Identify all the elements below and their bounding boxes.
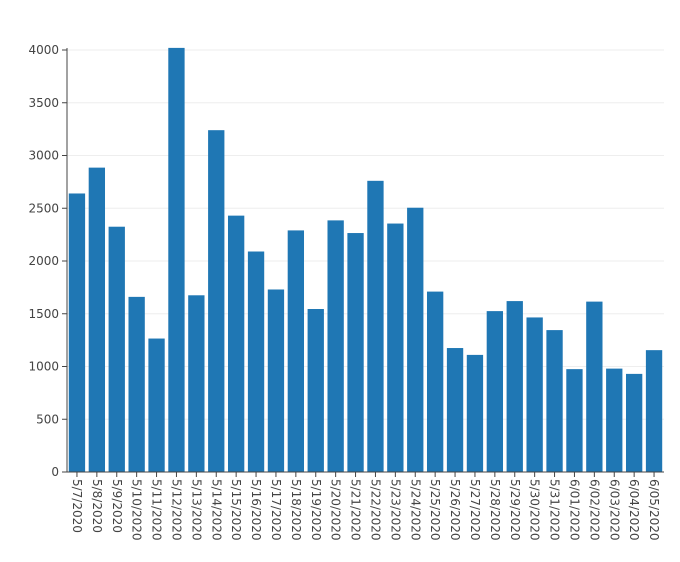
x-tick-label: 5/15/2020 [229, 479, 243, 541]
x-tick-label: 5/23/2020 [388, 479, 402, 541]
x-tick-label: 5/28/2020 [488, 479, 502, 541]
bar-5-31-2020 [546, 330, 563, 472]
x-tick-label: 5/26/2020 [448, 479, 462, 541]
x-tick-label: 6/04/2020 [627, 479, 641, 541]
y-tick-label: 3000 [28, 149, 59, 163]
x-tick-label: 5/11/2020 [150, 479, 164, 541]
x-tick-label: 5/18/2020 [289, 479, 303, 541]
bar-5-14-2020 [208, 130, 225, 472]
bars [68, 47, 663, 473]
y-gridlines [67, 49, 664, 420]
x-tick-label: 5/25/2020 [428, 479, 442, 541]
y-tick-label: 1500 [28, 307, 59, 321]
x-tick-label: 5/21/2020 [349, 479, 363, 541]
x-tick-label: 5/31/2020 [548, 479, 562, 541]
y-tick-label: 1000 [28, 360, 59, 374]
bar-5-9-2020 [108, 226, 125, 472]
x-tick-label: 5/19/2020 [309, 479, 323, 541]
y-tick-label: 2500 [28, 201, 59, 215]
bar-5-19-2020 [307, 309, 324, 472]
bar-5-30-2020 [526, 317, 543, 472]
x-tick-label: 6/02/2020 [587, 479, 601, 541]
bar-5-26-2020 [446, 348, 464, 472]
x-tick-label: 5/30/2020 [528, 479, 542, 541]
x-tick-label: 6/03/2020 [607, 479, 621, 541]
x-tick-label: 5/8/2020 [90, 479, 104, 533]
x-tick-label: 5/9/2020 [110, 479, 124, 533]
x-tick-label: 5/12/2020 [169, 479, 183, 541]
y-tick-label: 0 [51, 465, 59, 479]
y-tick-label: 3500 [28, 96, 59, 110]
x-tick-label: 5/16/2020 [249, 479, 263, 541]
bar-5-10-2020 [128, 296, 145, 472]
bar-5-25-2020 [426, 291, 444, 472]
x-tick-label: 5/20/2020 [329, 479, 343, 541]
bar-5-29-2020 [506, 301, 523, 472]
x-tick-label: 5/10/2020 [130, 479, 144, 541]
bar-5-8-2020 [88, 167, 106, 472]
x-tick-label: 5/13/2020 [189, 479, 203, 541]
bar-5-23-2020 [387, 223, 404, 472]
x-tick-label: 5/14/2020 [209, 479, 223, 541]
x-tick-label: 5/27/2020 [468, 479, 482, 541]
bar-5-13-2020 [188, 295, 205, 472]
bar-5-11-2020 [148, 338, 165, 472]
bar-5-17-2020 [267, 289, 285, 472]
y-tick-label: 2000 [28, 254, 59, 268]
bar-5-20-2020 [327, 220, 344, 472]
x-tick-label: 5/22/2020 [368, 479, 382, 541]
y-axis: 0 500 1000 1500 2000 2500 3000 3500 4000 [28, 43, 68, 479]
x-tick-label: 5/17/2020 [269, 479, 283, 541]
bar-6-01-2020 [566, 369, 583, 472]
bar-5-18-2020 [287, 230, 305, 472]
bar-6-03-2020 [606, 368, 623, 472]
x-axis: 5/7/2020 5/8/2020 5/9/2020 5/10/2020 5/11/20… [67, 471, 664, 541]
bar-6-04-2020 [625, 373, 643, 472]
bar-5-22-2020 [367, 180, 384, 472]
x-tick-label: 5/24/2020 [408, 479, 422, 541]
y-tick-label: 500 [36, 412, 59, 426]
bar-6-05-2020 [645, 350, 663, 472]
x-tick-label: 5/29/2020 [508, 479, 522, 541]
x-tick-label: 6/05/2020 [647, 479, 661, 541]
bar-5-27-2020 [466, 354, 484, 472]
bar-5-21-2020 [347, 233, 364, 472]
bar-6-02-2020 [586, 301, 603, 472]
y-tick-label: 4000 [28, 43, 59, 57]
bar-5-7-2020 [68, 193, 86, 473]
x-tick-label: 5/7/2020 [70, 479, 84, 533]
bar-5-16-2020 [247, 251, 265, 472]
bar-5-24-2020 [407, 207, 424, 472]
x-tick-label: 6/01/2020 [567, 479, 581, 541]
bar-5-28-2020 [486, 311, 504, 472]
bar-5-15-2020 [227, 215, 245, 472]
bar-5-12-2020 [168, 47, 185, 472]
